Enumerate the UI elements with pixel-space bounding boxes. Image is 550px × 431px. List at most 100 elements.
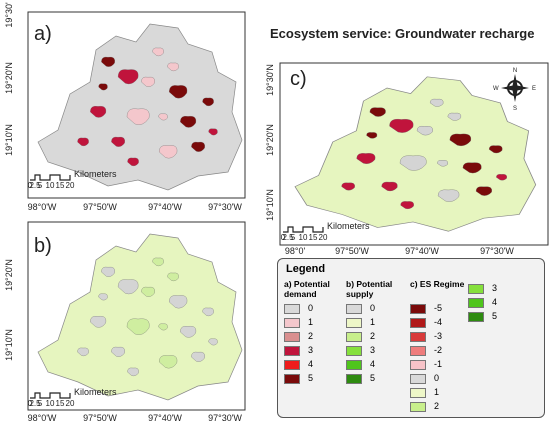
patch <box>180 116 197 128</box>
legend-item: 5 <box>284 373 313 384</box>
legend-label: -1 <box>434 359 443 369</box>
region <box>294 76 537 232</box>
compass-w: W <box>493 86 499 92</box>
patch <box>126 318 150 335</box>
lon-label: 97°30'W <box>208 413 242 423</box>
legend-swatch <box>346 359 362 370</box>
lat-label: 19°20'N <box>4 259 14 291</box>
legend-item: 2 <box>410 401 439 412</box>
patch <box>126 108 150 125</box>
scale-bar <box>283 226 324 233</box>
patch <box>98 293 108 301</box>
legend-swatch <box>410 331 426 342</box>
patch <box>191 141 205 152</box>
patch <box>111 136 125 147</box>
patch <box>158 113 168 121</box>
map <box>37 233 243 401</box>
patch <box>399 155 427 171</box>
patch <box>90 316 107 328</box>
lon-label: 97°40'W <box>148 202 182 212</box>
legend-swatch <box>468 297 484 308</box>
patch <box>158 323 168 331</box>
legend-label: -2 <box>434 345 443 355</box>
legend-item: 1 <box>284 317 313 328</box>
lon-label: 97°50'W <box>335 246 369 256</box>
scale-tick: 2.5 <box>29 399 41 408</box>
legend-label: 0 <box>370 303 376 313</box>
patch <box>389 119 414 133</box>
scale-tick: 20 <box>66 399 75 408</box>
scale-tick: 20 <box>66 181 75 190</box>
patch <box>400 201 414 209</box>
patch <box>488 145 503 154</box>
legend-swatch <box>410 387 426 398</box>
lat-label: 19°30'N <box>265 64 275 96</box>
compass-n: N <box>513 68 517 74</box>
scale-tick: 15 <box>56 399 65 408</box>
legend-item: -1 <box>410 359 442 370</box>
patch <box>462 162 482 174</box>
legend-label: 0 <box>308 303 314 313</box>
patch <box>117 279 139 295</box>
scale-bar <box>30 174 71 181</box>
legend-label: 0 <box>434 373 440 383</box>
legend-swatch <box>346 345 362 356</box>
scale-unit: Kilometers <box>74 387 117 397</box>
legend-label: 1 <box>308 317 314 327</box>
legend-item: 2 <box>346 331 375 342</box>
scale-tick: 0 <box>28 399 33 408</box>
patch <box>159 355 178 369</box>
patch <box>101 56 115 67</box>
legend-swatch <box>410 317 426 328</box>
legend-item: 4 <box>346 359 375 370</box>
patch <box>369 107 386 117</box>
lon-label: 97°30'W <box>480 246 514 256</box>
patch <box>117 69 139 85</box>
lat-label: 19°10'N <box>4 329 14 361</box>
lat-label: 19°10'N <box>4 124 14 156</box>
legend-swatch <box>410 303 426 314</box>
patch <box>437 189 460 202</box>
patch <box>202 97 214 107</box>
patch <box>437 160 449 167</box>
patch <box>141 286 155 297</box>
patch <box>127 367 139 377</box>
region <box>37 233 243 401</box>
patch <box>475 186 492 196</box>
patch <box>208 338 218 346</box>
legend-item: 3 <box>468 283 497 294</box>
panel-label: a) <box>34 23 52 45</box>
legend-swatch <box>346 303 362 314</box>
legend-item: -4 <box>410 317 442 328</box>
patch <box>416 126 433 136</box>
legend-label: 2 <box>370 331 376 341</box>
scale-unit: Kilometers <box>74 169 117 179</box>
legend-label: 5 <box>370 373 376 383</box>
panel-label: c) <box>290 68 307 90</box>
legend-swatch <box>410 345 426 356</box>
legend-swatch <box>346 331 362 342</box>
lat-label: 19°20'N <box>265 124 275 156</box>
legend-item: 0 <box>410 373 439 384</box>
legend-swatch <box>346 317 362 328</box>
legend-item: 0 <box>284 303 313 314</box>
legend-swatch <box>284 331 300 342</box>
legend-item: 0 <box>346 303 375 314</box>
scale-tick: 2.5 <box>29 181 41 190</box>
legend-swatch <box>468 283 484 294</box>
legend-label: 3 <box>308 345 314 355</box>
patch <box>77 137 89 147</box>
patch <box>341 182 355 191</box>
scale-tick: 10 <box>46 181 55 190</box>
legend-item: 1 <box>346 317 375 328</box>
legend-item: 1 <box>410 387 439 398</box>
scale-tick: 5 <box>291 233 296 242</box>
lat-label: 19°20'N <box>4 62 14 94</box>
compass-s: S <box>513 106 517 112</box>
patch <box>167 62 179 72</box>
legend-label: 4 <box>492 297 498 307</box>
scale-tick: 10 <box>46 399 55 408</box>
title: Ecosystem service: Groundwater recharge <box>270 26 534 41</box>
